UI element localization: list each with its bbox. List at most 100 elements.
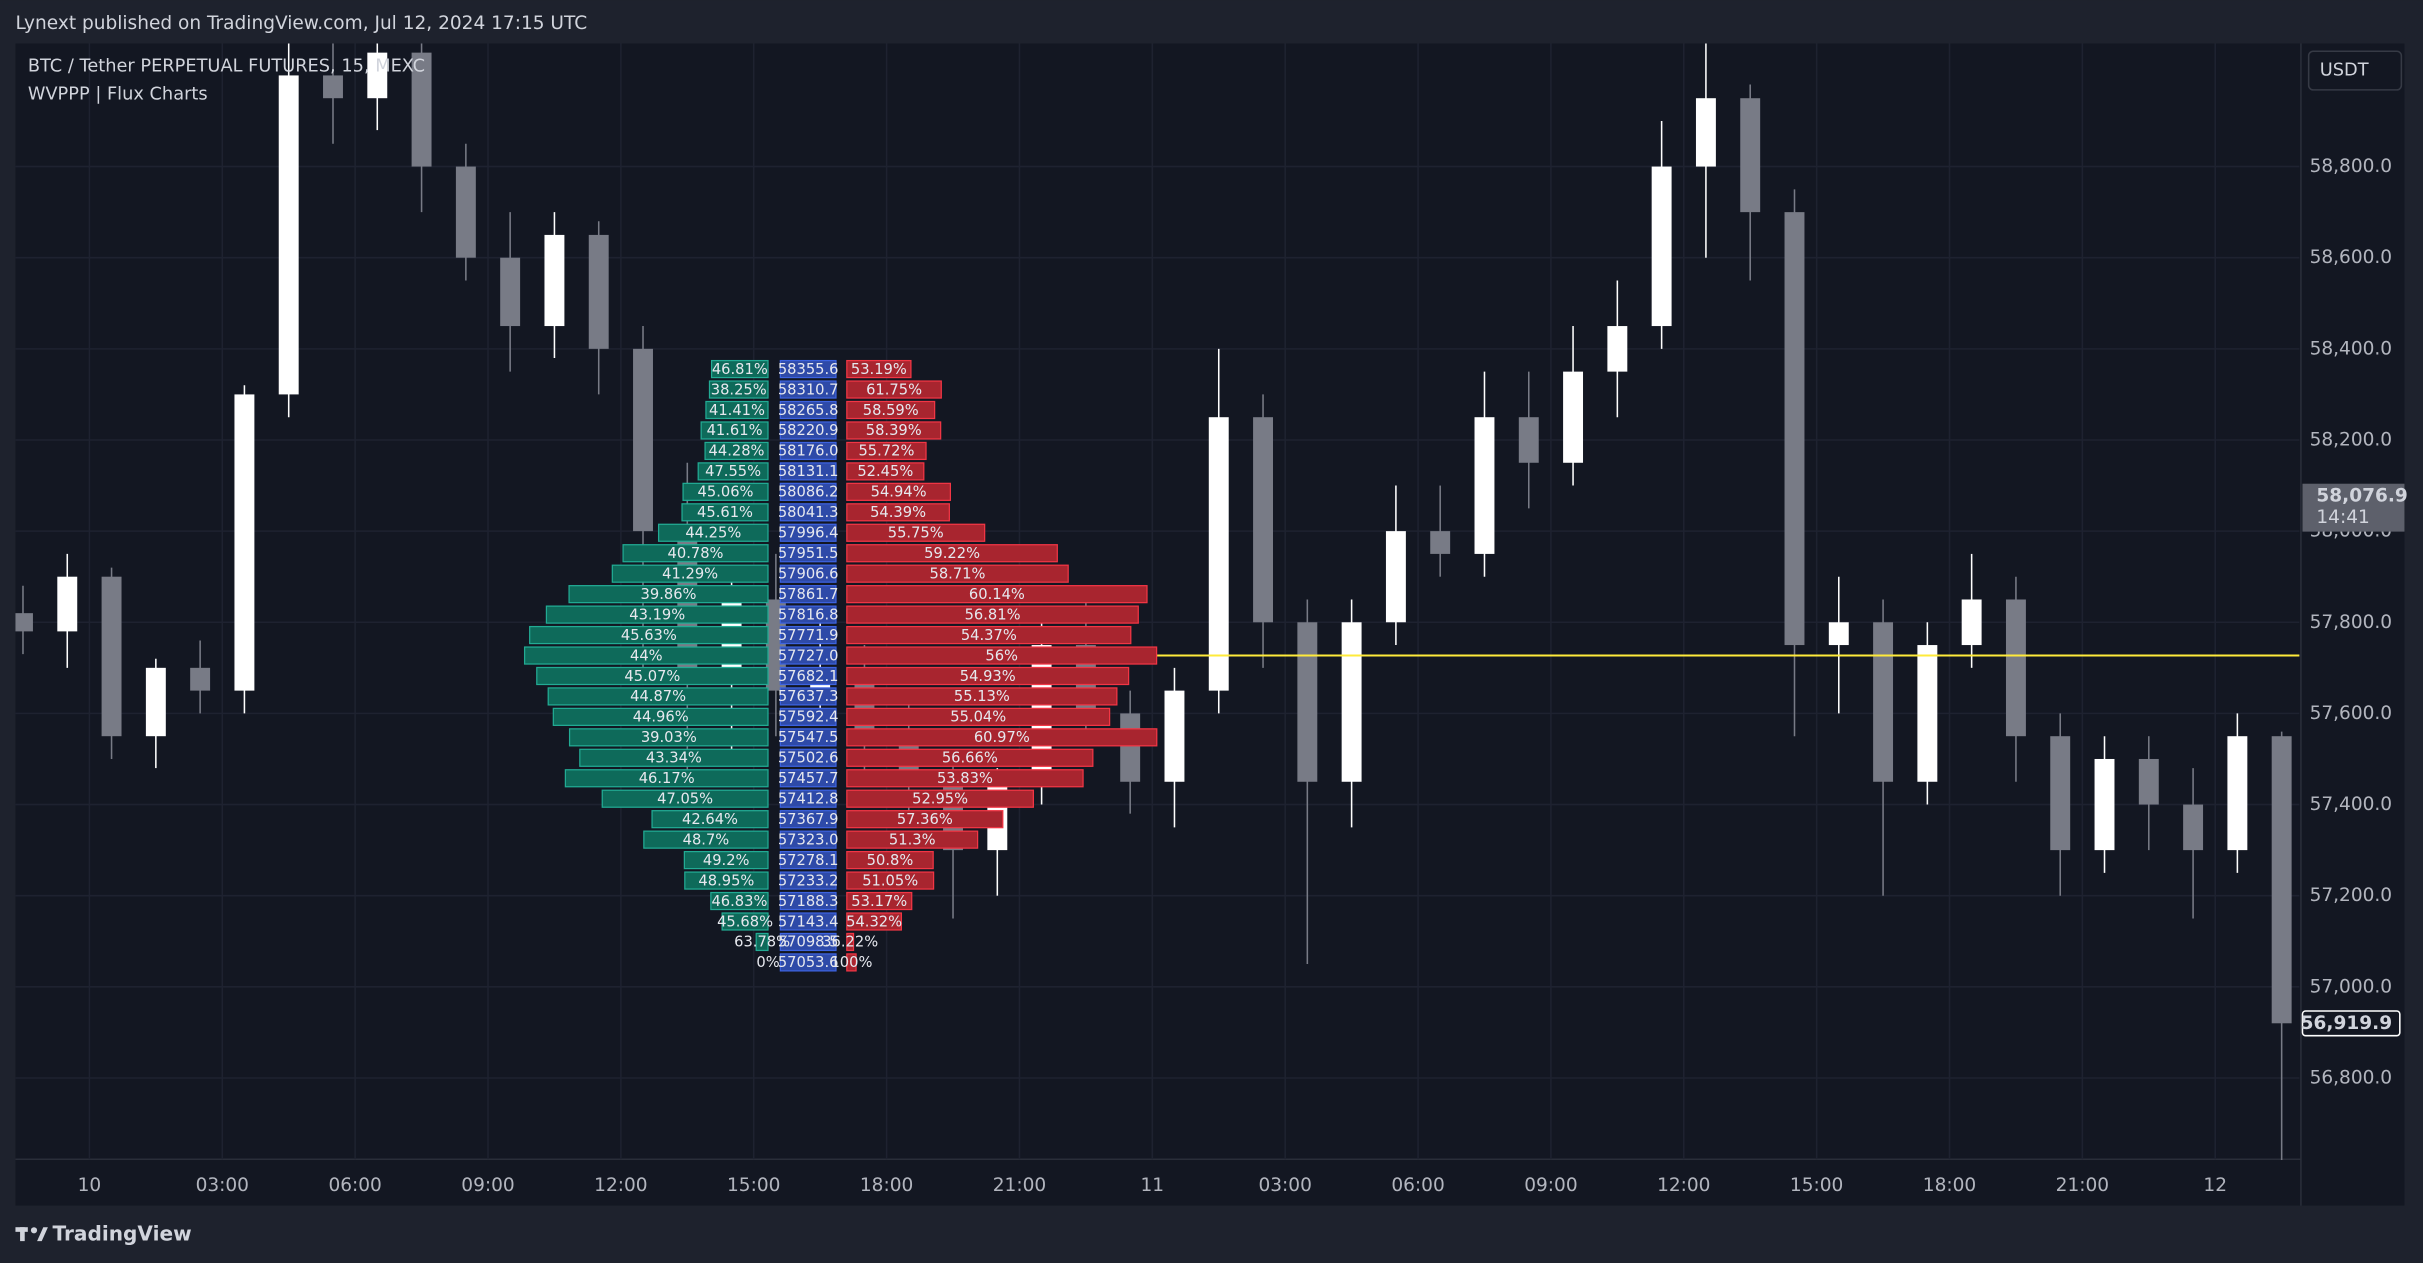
buy-bar — [657, 523, 769, 542]
sell-bar — [846, 666, 1130, 686]
currency[interactable]: USDT — [2320, 61, 2369, 81]
buy-label: 40.78% — [668, 545, 724, 562]
candle-body — [1651, 166, 1672, 327]
buy-bar — [683, 850, 769, 870]
sell-bar — [846, 585, 1148, 604]
sell-bar — [846, 850, 934, 870]
candle-body — [2183, 804, 2204, 851]
buy-label: 44.25% — [685, 525, 741, 542]
price-cell — [779, 687, 837, 706]
buy-label: 44.96% — [633, 709, 689, 726]
candle-body — [145, 667, 166, 737]
sell-bar — [846, 544, 1058, 563]
y-tick-label: 57,200.0 — [2310, 885, 2393, 906]
candle-body — [2050, 736, 2071, 851]
sell-bar — [846, 503, 950, 522]
candle-body — [1341, 622, 1362, 782]
x-tick-label: 10 — [78, 1175, 102, 1196]
volume-profile: 58355.6 46.81% 53.19% 58310.7 38.25% 61.75% 58… — [523, 359, 2300, 972]
y-tick-label: 56,800.0 — [2310, 1067, 2393, 1088]
buy-label: 46.83% — [711, 893, 767, 910]
sell-label: 58.59% — [863, 402, 919, 419]
price-label: 58355.6 — [778, 361, 839, 378]
candle-body — [455, 166, 476, 258]
candle-body — [1518, 417, 1539, 463]
sell-bar — [846, 646, 1158, 665]
sell-bar — [846, 421, 942, 440]
price-label: 57098.5 — [778, 934, 839, 951]
price-label: 57637.3 — [778, 688, 839, 705]
buy-label: 47.55% — [705, 463, 761, 480]
candle-body — [1474, 417, 1495, 554]
sell-label: 54.37% — [961, 627, 1017, 644]
sell-bar — [846, 830, 979, 849]
sell-bar — [846, 605, 1139, 624]
buy-bar — [704, 441, 769, 461]
price-label: 58310.7 — [778, 381, 839, 398]
price-box-label: 58,076.9 — [2316, 486, 2407, 507]
price-label: 58086.2 — [778, 484, 839, 501]
sell-label: 52.45% — [857, 463, 913, 480]
y-tick-label: 58,600.0 — [2310, 247, 2393, 268]
price-cell — [779, 871, 837, 890]
x-tick-label: 09:00 — [461, 1175, 514, 1196]
sell-label: 58.71% — [930, 565, 986, 582]
price-label: 57906.6 — [778, 565, 839, 582]
buy-bar — [710, 891, 769, 911]
candle-body — [1297, 622, 1318, 782]
price-label: 57367.9 — [778, 811, 839, 828]
y-tick-label: 58,200.0 — [2310, 429, 2393, 450]
candle-body — [1917, 645, 1938, 782]
candle-body — [544, 234, 565, 327]
candle-body — [1164, 690, 1185, 782]
price-label: 57053.6 — [778, 954, 839, 971]
buy-bar — [684, 871, 769, 890]
sell-bar — [846, 728, 1158, 747]
price-box-label: 56,919.9 — [2301, 1013, 2392, 1034]
price-label: 57951.5 — [778, 545, 839, 562]
sell-bar — [846, 953, 857, 972]
candle-body — [1430, 531, 1451, 554]
price-cell — [779, 830, 837, 849]
x-tick-label: 12:00 — [1657, 1175, 1710, 1196]
buy-bar — [611, 564, 769, 583]
price-label: 57143.4 — [778, 913, 839, 930]
candle-body — [15, 613, 33, 632]
indicator: WVPPP | Flux Charts — [28, 85, 208, 105]
axes: 56,800.0 57,000.0 57,200.0 57,400.0 57,600.0… — [78, 156, 2408, 1196]
price-label: 57592.4 — [778, 709, 839, 726]
price-cell — [779, 748, 837, 767]
price-cell — [779, 769, 837, 788]
candle-body — [2138, 758, 2159, 805]
sell-label: 55.72% — [858, 443, 914, 460]
candle-body — [411, 52, 432, 167]
sell-bar — [846, 400, 936, 420]
sell-label: 54.94% — [871, 484, 927, 501]
buy-bar — [697, 462, 769, 481]
sell-label: 53.17% — [851, 893, 907, 910]
price-label: 57682.1 — [778, 668, 839, 685]
price-label: 58176.0 — [778, 443, 839, 460]
buy-label: 46.17% — [639, 770, 695, 787]
buy-label: 48.95% — [698, 872, 754, 889]
buy-bar — [622, 544, 769, 563]
price-label: 57278.1 — [778, 852, 839, 869]
price-cell — [779, 564, 837, 583]
buy-bar — [568, 728, 769, 747]
buy-bar — [529, 625, 769, 645]
y-tick-label: 58,800.0 — [2310, 156, 2393, 177]
buy-bar — [755, 932, 769, 952]
x-tick-label: 03:00 — [1258, 1175, 1311, 1196]
currency-button[interactable] — [2307, 50, 2403, 91]
buy-label: 45.68% — [717, 913, 773, 930]
price-label: 57188.3 — [778, 893, 839, 910]
candle-body — [633, 348, 653, 532]
x-tick-label: 15:00 — [1790, 1175, 1843, 1196]
candle-body — [2094, 758, 2115, 851]
sell-bar — [846, 359, 912, 379]
buy-label: 48.7% — [683, 831, 730, 848]
price-cell — [779, 359, 837, 379]
sell-label: 36.22% — [822, 934, 878, 951]
price-cell — [779, 482, 837, 501]
x-tick-label: 21:00 — [2056, 1175, 2109, 1196]
